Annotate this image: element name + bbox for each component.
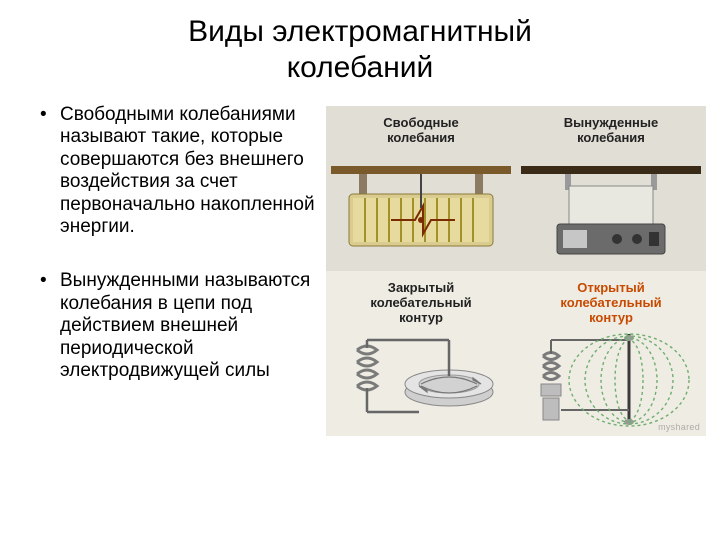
bullet-text: Свободными колебаниями называют такие, к… xyxy=(60,104,315,237)
label-line: контур xyxy=(399,310,443,325)
watermark-text: myshared xyxy=(658,422,700,432)
label-line: Вынужденные xyxy=(564,115,658,130)
label-line: колебательный xyxy=(560,295,661,310)
bullet-item: Свободными колебаниями называют такие, к… xyxy=(34,104,316,238)
label-line: Свободные xyxy=(383,115,458,130)
content-area: Свободными колебаниями называют такие, к… xyxy=(0,86,720,436)
title-line-2: колебаний xyxy=(287,51,434,84)
cell-label: Вынужденные колебания xyxy=(564,116,658,146)
title-line-1: Виды электромагнитный xyxy=(188,15,532,48)
cell-closed-circuit: Закрытый колебательный контур xyxy=(326,271,516,436)
forced-box-icon xyxy=(521,148,701,268)
bullet-text: Вынужденными называются колебания в цепи… xyxy=(60,270,310,381)
label-line: колебательный xyxy=(370,295,471,310)
cell-label: Открытый колебательный контур xyxy=(560,281,661,326)
label-line: контур xyxy=(589,310,633,325)
label-line: колебания xyxy=(577,130,645,145)
bullet-item: Вынужденными называются колебания в цепи… xyxy=(34,270,316,382)
capacitor-drum-icon xyxy=(331,148,511,268)
cell-free-oscillations: Свободные колебания xyxy=(326,106,516,271)
cell-forced-oscillations: Вынужденные колебания xyxy=(516,106,706,271)
text-column: Свободными колебаниями называют такие, к… xyxy=(0,104,320,436)
label-line: Закрытый xyxy=(388,280,454,295)
open-circuit-icon xyxy=(521,326,701,436)
cell-label: Закрытый колебательный контур xyxy=(370,281,471,326)
illustration xyxy=(326,326,516,436)
bullet-list: Свободными колебаниями называют такие, к… xyxy=(34,104,316,382)
illustration xyxy=(326,146,516,271)
label-line: Открытый xyxy=(577,280,645,295)
cell-open-circuit: Открытый колебательный контур xyxy=(516,271,706,436)
diagram-panel: Свободные колебания xyxy=(326,106,706,436)
illustration xyxy=(516,146,706,271)
label-line: колебания xyxy=(387,130,455,145)
page-title: Виды электромагнитный колебаний xyxy=(0,0,720,86)
cell-label: Свободные колебания xyxy=(383,116,458,146)
closed-circuit-icon xyxy=(331,326,511,436)
illustration xyxy=(516,326,706,436)
